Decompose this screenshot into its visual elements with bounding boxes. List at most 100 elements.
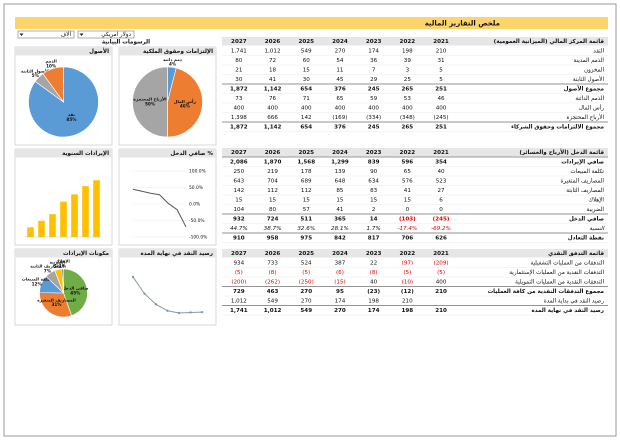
cell: 729 [233, 289, 245, 295]
bar [27, 227, 34, 237]
cell: 15 [370, 198, 378, 204]
line-point [166, 309, 169, 312]
year-header: 2025 [298, 39, 314, 45]
slice-label: الذمم [45, 59, 57, 64]
chart-title: الأصول [89, 47, 109, 55]
line-point [143, 292, 146, 295]
row-label: مجموع التدفقات النقدية من كافة العمليات [488, 288, 605, 295]
cell: 376 [334, 125, 346, 131]
chart-title: الإلتزامات وحقوق الملكية [143, 48, 213, 55]
cell: 30 [303, 77, 311, 83]
slice-label: الإهلاك [55, 259, 70, 264]
cell: 15 [404, 198, 412, 204]
cell: 270 [334, 308, 346, 314]
row-label: رصيد النقد في نهاية المدة [532, 308, 605, 314]
cell: 400 [368, 106, 379, 112]
cell: 689 [301, 179, 312, 185]
dropdown-box[interactable] [77, 30, 135, 39]
cell: 210 [436, 49, 447, 55]
cell: 142 [301, 115, 312, 121]
cell: 245 [368, 125, 380, 131]
cell: 15 [269, 198, 277, 204]
cell: 83 [370, 188, 378, 194]
dropdown-box[interactable] [17, 30, 75, 39]
cell: 1,741 [231, 49, 247, 55]
cell: (6) [336, 270, 344, 276]
cell: (5) [437, 270, 445, 276]
slice-label: تكلفة المبيعات [22, 277, 53, 282]
y-tick-label: 0.0% [189, 202, 200, 208]
cell: 53 [404, 96, 412, 102]
cell: 704 [267, 179, 278, 185]
cell: 174 [368, 49, 379, 55]
cell: 400 [436, 106, 447, 112]
year-header: 2024 [332, 150, 348, 156]
chart-title: صافي الدخل % [170, 151, 213, 157]
cell: 958 [267, 236, 279, 242]
cell: 15 [336, 198, 344, 204]
unit-dropdown[interactable]: الاف [17, 30, 75, 39]
chart-title-bar [119, 47, 216, 56]
cell: 54 [336, 58, 344, 64]
cell: 44.7% [230, 226, 248, 232]
cell: 7 [372, 68, 376, 74]
cell: 41 [404, 188, 412, 194]
table-header [222, 249, 608, 258]
chart-title-bar [119, 249, 216, 258]
table-header [222, 37, 608, 46]
cell: 21 [235, 68, 243, 74]
cell: 198 [402, 49, 413, 55]
table-title: قائمة التدفق النقدي [548, 251, 604, 257]
cell: 265 [402, 87, 414, 93]
line-point [131, 275, 135, 279]
cell: 71 [303, 96, 311, 102]
cell: 65 [336, 96, 344, 102]
year-header: 2027 [231, 251, 247, 257]
line [132, 188, 187, 228]
row-label: نقطة التعادل [568, 236, 604, 242]
cell: 41 [269, 77, 277, 83]
cell: (103) [399, 217, 416, 223]
cell: 73 [235, 96, 243, 102]
cell: 1,012 [231, 299, 247, 305]
slice-value: 46% [180, 104, 191, 109]
cell: 400 [301, 106, 312, 112]
cell: 265 [402, 125, 414, 131]
dropdown-arrow[interactable] [19, 33, 24, 37]
slice-label: المصاريف المتغيرة [37, 297, 76, 302]
cell: 32.6% [297, 226, 315, 232]
y-tick-label: 50.0% [189, 185, 203, 191]
cell: (245) [434, 115, 449, 121]
cell: 25 [404, 77, 412, 83]
cell: 975 [300, 236, 312, 242]
slice-value: 31% [51, 302, 62, 307]
cell: (10) [402, 280, 413, 286]
cell: 400 [402, 106, 413, 112]
year-header: 2023 [366, 39, 382, 45]
cell: (5) [403, 270, 411, 276]
currency-dropdown[interactable]: دولار امريكي [77, 30, 135, 39]
cell: 38.7% [264, 226, 282, 232]
cell: 60 [303, 58, 311, 64]
cell: 817 [368, 236, 380, 242]
cell: 270 [301, 299, 312, 305]
cell: 245 [368, 87, 380, 93]
dropdown-arrow[interactable] [79, 33, 84, 37]
cell: 910 [233, 236, 245, 242]
cell: 250 [234, 169, 245, 175]
cell: 1,142 [264, 125, 282, 131]
cell: 90 [370, 169, 378, 175]
row-label: الذمم الدائنة [575, 96, 604, 102]
bar [82, 186, 89, 237]
cell: 0 [439, 207, 443, 213]
year-header: 2025 [298, 150, 314, 156]
slice-label: نقد [68, 112, 75, 117]
cell: (12) [401, 289, 414, 295]
currency-text[interactable]: دولار امريكي [101, 31, 131, 38]
cell: 210 [402, 299, 413, 305]
cell: 39 [404, 58, 412, 64]
unit-text[interactable]: الاف [60, 32, 71, 38]
cell: 549 [300, 308, 312, 314]
cell: 1,299 [331, 160, 349, 166]
cell: 11 [336, 68, 344, 74]
